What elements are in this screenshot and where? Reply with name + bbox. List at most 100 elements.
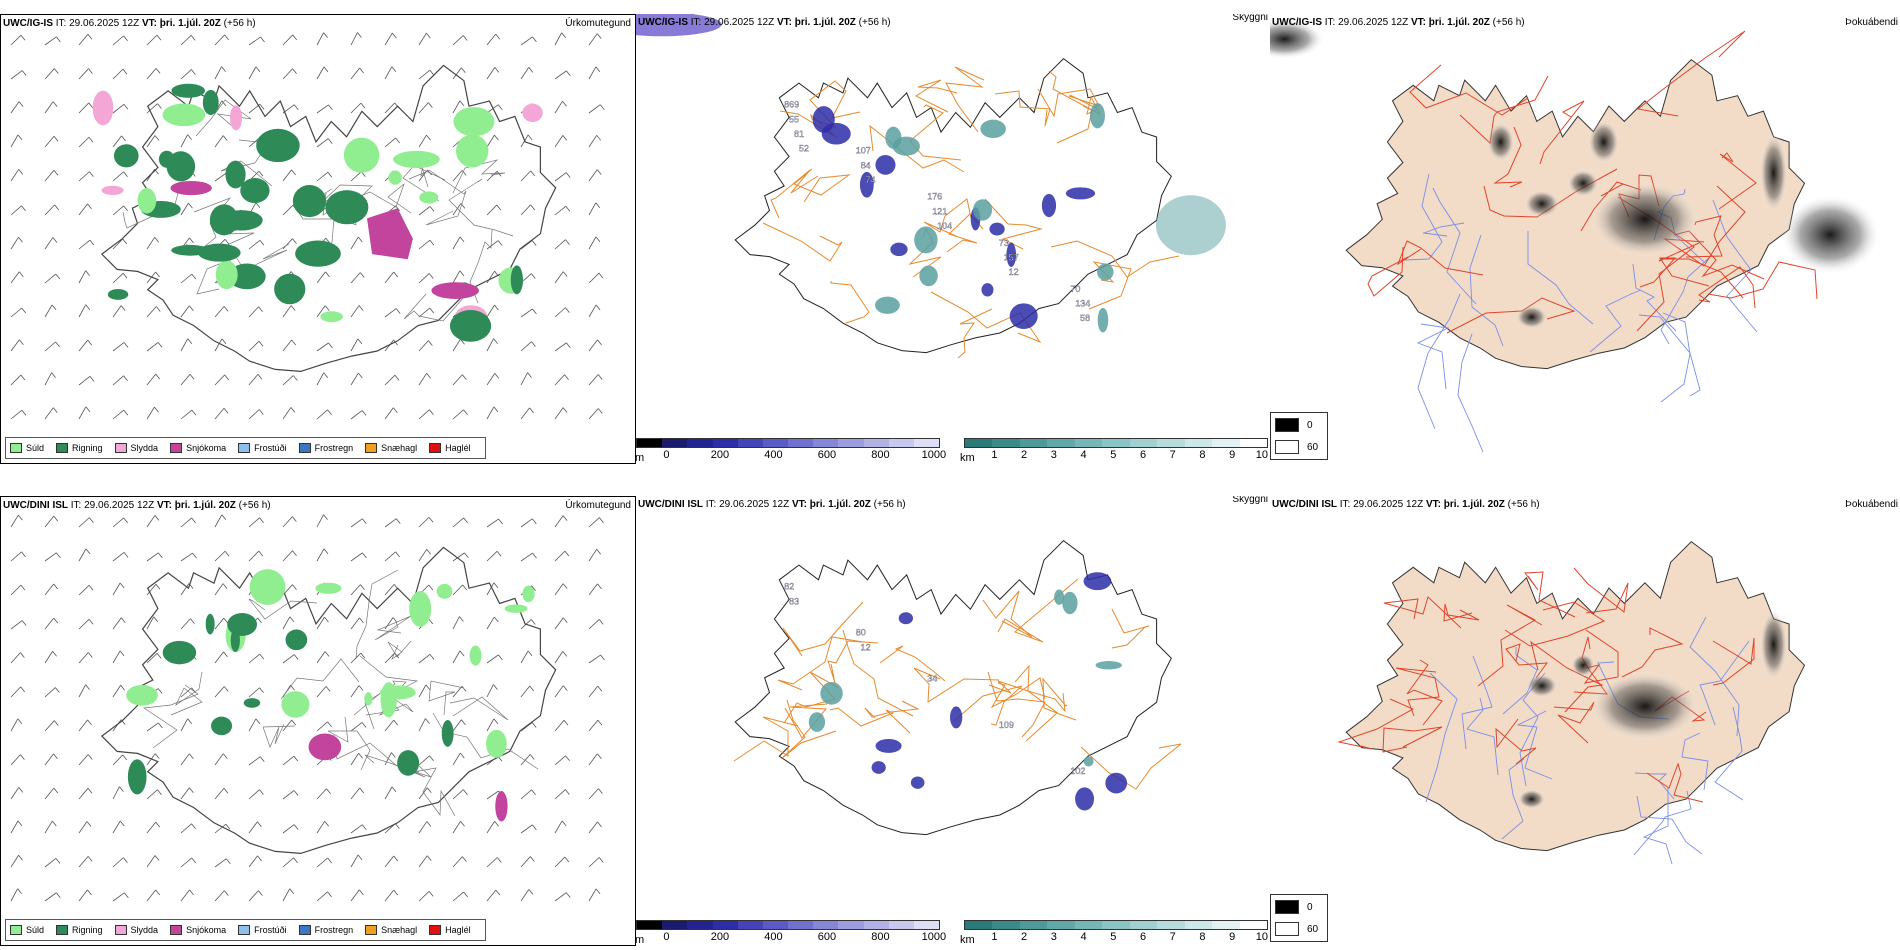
precip-area <box>285 629 308 651</box>
wind-barb <box>350 685 360 698</box>
precip-map <box>10 514 605 902</box>
wind-barb <box>452 170 463 182</box>
precip-area <box>393 150 440 168</box>
wind-barb <box>214 408 225 420</box>
wind-barb <box>180 374 191 386</box>
wind-barb-flag <box>324 305 330 311</box>
wind-barb <box>588 619 600 630</box>
wind-barb <box>78 376 91 386</box>
wind-barb-flag <box>291 339 296 346</box>
precip-panel-top: UWC/IG-IS IT: 29.06.2025 12Z VT: þri. 1.… <box>0 14 636 464</box>
wind-barb-flag <box>55 273 61 280</box>
colorbar-tick-label: 1 <box>991 931 998 943</box>
wind-barb <box>78 548 87 562</box>
wind-barb-flag <box>293 857 298 864</box>
wind-barb-flag <box>527 372 532 378</box>
wind-barb-flag <box>223 788 229 794</box>
precip-area <box>113 144 139 168</box>
wind-barb <box>10 271 20 284</box>
wind-barb <box>520 407 530 420</box>
wind-barb <box>486 518 499 528</box>
wind-barb-flag <box>191 517 197 524</box>
wind-barb <box>588 685 599 698</box>
wind-barb <box>78 618 90 630</box>
cloud-area <box>1006 242 1017 267</box>
road <box>449 696 509 721</box>
wind-barb-flag <box>323 514 328 520</box>
road <box>984 198 1043 250</box>
wind-barb-flag <box>54 204 59 211</box>
iceland-outline <box>100 64 557 373</box>
wind-barb-flag <box>459 616 464 622</box>
wind-barb-flag <box>596 549 602 555</box>
wind-barb <box>112 617 122 630</box>
wind-barb <box>384 719 395 732</box>
wind-barb-flag <box>531 789 536 796</box>
precip-area <box>436 583 453 599</box>
cloud-area <box>973 199 993 221</box>
wind-barb-flag <box>598 788 603 794</box>
roads <box>1367 30 1818 334</box>
wind-barb <box>486 304 495 318</box>
road <box>1712 637 1755 686</box>
km-colorbar: 1 2 3 4 5 6 7 8 9 10 km <box>960 920 1268 946</box>
wind-barb <box>316 32 324 46</box>
wind-barb-flag <box>597 408 603 414</box>
wind-barb-flag <box>123 375 128 382</box>
iceland-outline <box>734 539 1172 836</box>
wind-barb-flag <box>224 551 230 557</box>
wind-barb-flag <box>223 686 229 692</box>
wind-barb-flag <box>55 341 60 348</box>
wind-barb <box>486 240 499 250</box>
fog-area <box>1759 132 1788 213</box>
wind-barb-flag <box>428 102 433 108</box>
colorbar-tick-label: 600 <box>817 931 837 943</box>
river <box>1636 795 1703 855</box>
wind-barb-flag <box>259 756 265 762</box>
road <box>428 680 465 716</box>
wind-barb-flag <box>461 170 467 176</box>
wind-barb <box>44 753 54 766</box>
wind-barb-flag <box>429 307 435 314</box>
wind-barb <box>112 205 124 216</box>
colorbar-tick-label: 600 <box>817 449 837 461</box>
height-label: 58 <box>1080 313 1090 323</box>
wind-barb <box>10 754 21 766</box>
wind-barb-flag <box>154 406 159 413</box>
wind-barb-flag <box>323 66 329 73</box>
cloud-area <box>950 706 963 729</box>
cloud-area <box>1083 756 1094 767</box>
colorbar-swatch <box>1047 921 1075 929</box>
wind-barb <box>112 305 122 318</box>
wind-barb <box>588 202 597 216</box>
wind-barb <box>146 342 159 352</box>
river <box>1432 187 1477 305</box>
wind-barb-flag <box>530 856 535 862</box>
wind-barb <box>180 552 193 562</box>
colorbar-tick-label: 0 <box>663 931 670 943</box>
wind-barb-flag <box>123 552 129 558</box>
wind-barb <box>554 720 565 732</box>
wind-barb <box>452 100 461 114</box>
wind-barb-flag <box>190 35 196 41</box>
cloud-area <box>910 776 925 789</box>
road <box>1636 30 1746 117</box>
wind-barb-flag <box>529 407 534 414</box>
road <box>1080 743 1182 790</box>
wind-barb <box>112 857 124 868</box>
colorbar-swatch <box>662 921 688 929</box>
precip-area <box>292 185 327 218</box>
ceiling-panel-top: UWC/IG-IS IT: 29.06.2025 12Z VT: þri. 1.… <box>636 14 1270 464</box>
colorbar-tick-label: 1 <box>991 449 998 461</box>
wind-barb <box>112 650 121 664</box>
wind-barb-flag <box>20 754 25 760</box>
wind-barb <box>384 137 396 148</box>
colorbar-tick-label: 10 <box>1255 449 1269 461</box>
wind-barb-flag <box>155 889 161 896</box>
wind-barb-flag <box>598 619 604 625</box>
wind-barb <box>554 407 564 420</box>
wind-barb-flag <box>328 104 333 111</box>
wind-barb <box>384 374 396 386</box>
wind-barb-flag <box>154 237 159 243</box>
wind-barb <box>316 138 329 148</box>
